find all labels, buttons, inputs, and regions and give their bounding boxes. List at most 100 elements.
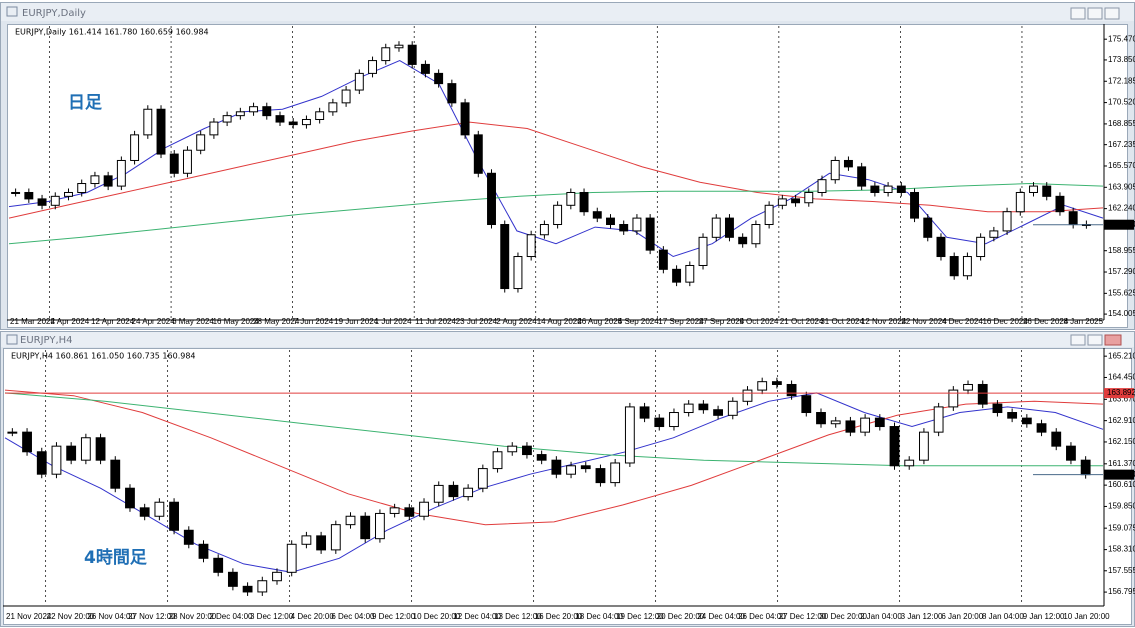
candle xyxy=(632,217,642,232)
candle xyxy=(143,108,153,136)
candle xyxy=(724,217,734,238)
candle xyxy=(11,191,21,194)
candle xyxy=(473,134,483,174)
candle xyxy=(330,524,341,551)
window-icon xyxy=(6,334,18,345)
price-label-bg xyxy=(1104,469,1134,480)
minimize[interactable] xyxy=(1070,7,1086,20)
candle xyxy=(500,224,510,290)
candle xyxy=(448,484,459,498)
candle xyxy=(786,383,797,397)
x-tick-label: 14 Aug 2024 xyxy=(537,317,582,326)
candle xyxy=(522,445,532,456)
candle xyxy=(513,256,523,290)
x-tick-label: 7 Jun 2024 xyxy=(294,317,334,326)
candle xyxy=(345,515,356,526)
x-tick-label: 22 Nov 2024 xyxy=(901,317,947,326)
candle xyxy=(698,236,708,266)
x-tick-label: 1 Jul 2024 xyxy=(375,317,412,326)
candle xyxy=(80,437,91,461)
close[interactable] xyxy=(1104,7,1120,20)
candle xyxy=(738,236,748,245)
window-buttons[interactable] xyxy=(1070,334,1122,346)
minimize[interactable] xyxy=(1070,334,1086,346)
candle xyxy=(24,191,34,200)
y-tick-label: 155.625 xyxy=(1108,288,1135,297)
x-tick-label: 8 Jan 04:00 xyxy=(982,612,1024,621)
candle xyxy=(66,445,77,461)
candle xyxy=(227,571,238,587)
maximize[interactable] xyxy=(1087,7,1103,20)
candle xyxy=(389,507,400,514)
candle xyxy=(727,400,738,416)
candle xyxy=(669,412,679,428)
y-tick-label: 162.150 xyxy=(1108,437,1135,446)
candle xyxy=(579,191,589,213)
candle xyxy=(1051,431,1062,447)
candle xyxy=(213,557,224,573)
marker-label: 163.892 xyxy=(1107,388,1135,397)
candle xyxy=(830,420,841,425)
y-tick-label: 160.610 xyxy=(1108,480,1135,489)
candle xyxy=(182,149,192,174)
x-tick-label: 21 Nov 2024 xyxy=(6,612,52,621)
candle xyxy=(1066,445,1076,461)
candle xyxy=(654,417,665,428)
title-bar xyxy=(1,332,1134,347)
candle xyxy=(883,185,893,193)
y-tick-label: 168.855 xyxy=(1108,119,1135,128)
maximize[interactable] xyxy=(1087,334,1103,346)
candle xyxy=(77,183,87,193)
candle xyxy=(301,535,312,545)
x-tick-label: 27 Sep 2024 xyxy=(699,317,745,326)
x-tick-label: 4 Dec 2024 xyxy=(942,317,983,326)
annotation: 4時間足 xyxy=(84,547,147,568)
candle xyxy=(1007,412,1018,419)
y-tick-label: 159.075 xyxy=(1108,523,1135,532)
x-tick-label: 19 Dec 12:00 xyxy=(616,612,664,621)
x-tick-label: 9 Dec 12:00 xyxy=(372,612,416,621)
candle xyxy=(222,115,232,123)
candle xyxy=(595,468,606,484)
candle xyxy=(860,417,871,433)
candle xyxy=(874,417,885,428)
candle xyxy=(1002,211,1012,232)
candle xyxy=(463,487,474,498)
x-tick-label: 12 Nov 2024 xyxy=(861,317,907,326)
candle xyxy=(539,224,549,236)
x-tick-label: 21 Mar 2024 xyxy=(10,317,55,326)
x-tick-label: 22 Nov 20:00 xyxy=(47,612,95,621)
x-tick-label: 30 Dec 20:00 xyxy=(819,612,867,621)
candle xyxy=(904,459,915,467)
candle xyxy=(698,403,709,411)
candle xyxy=(262,106,272,117)
candle xyxy=(526,234,536,258)
candle xyxy=(169,153,179,174)
candle xyxy=(433,484,444,503)
candle xyxy=(976,236,986,258)
candle xyxy=(1055,195,1065,213)
candle xyxy=(804,191,814,204)
x-tick-label: 9 Jan 12:00 xyxy=(1023,612,1065,621)
candle xyxy=(419,501,429,517)
candle xyxy=(1042,185,1052,197)
candle xyxy=(711,217,721,238)
candle xyxy=(989,230,999,238)
candle xyxy=(801,395,812,414)
candle xyxy=(154,501,165,517)
window-buttons[interactable] xyxy=(1070,7,1120,20)
x-tick-label: 26 Nov 04:00 xyxy=(87,612,135,621)
candle xyxy=(757,381,768,391)
candle xyxy=(460,102,470,136)
x-tick-label: 9 Oct 2024 xyxy=(739,317,779,326)
candle xyxy=(645,217,655,251)
candle xyxy=(507,445,518,453)
candle xyxy=(368,60,378,74)
candle xyxy=(817,179,827,193)
x-tick-label: 18 Dec 04:00 xyxy=(575,612,623,621)
candle xyxy=(948,389,959,408)
candle xyxy=(404,507,415,517)
y-tick-label: 164.450 xyxy=(1108,373,1135,382)
candle xyxy=(90,175,100,185)
close[interactable] xyxy=(1104,334,1122,346)
